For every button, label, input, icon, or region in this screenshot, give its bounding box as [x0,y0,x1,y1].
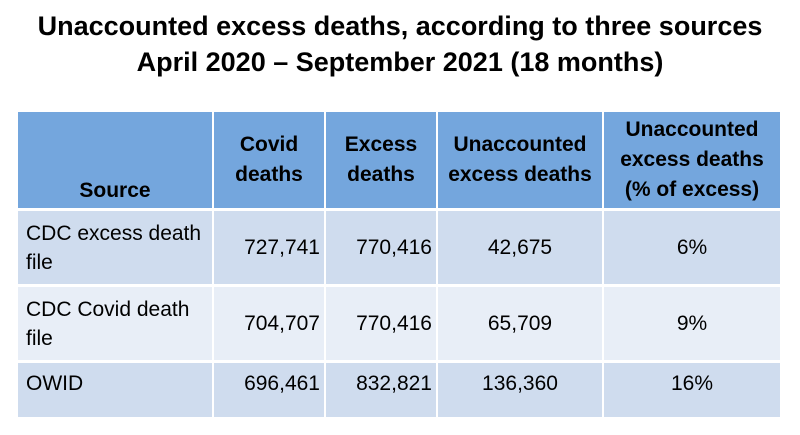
header-covid-deaths: Covid deaths [213,112,326,210]
cell-excess-deaths: 770,416 [325,285,438,362]
header-source: Source [18,112,214,210]
excess-deaths-table: Source Covid deaths Excess deaths Unacco… [18,112,780,417]
cell-unaccounted: 65,709 [437,285,604,362]
cell-excess-deaths: 770,416 [325,209,438,286]
table-row: CDC Covid death file 704,707 770,416 65,… [18,285,780,362]
cell-unaccounted: 42,675 [437,209,604,286]
cell-excess-deaths: 832,821 [325,361,438,417]
header-excess-deaths: Excess deaths [325,112,438,210]
cell-covid-deaths: 704,707 [213,285,326,362]
cell-unaccounted: 136,360 [437,361,604,417]
cell-unaccounted-pct: 16% [603,361,780,417]
cell-covid-deaths: 696,461 [213,361,326,417]
table-row: CDC excess death file 727,741 770,416 42… [18,209,780,286]
header-unaccounted: Unaccounted excess deaths [437,112,604,210]
title-block: Unaccounted excess deaths, according to … [0,8,800,80]
cell-source: OWID [18,361,214,417]
page-title: Unaccounted excess deaths, according to … [37,11,763,41]
cell-source: CDC excess death file [18,209,214,286]
header-row: Source Covid deaths Excess deaths Unacco… [18,112,780,210]
cell-source: CDC Covid death file [18,285,214,362]
cell-covid-deaths: 727,741 [213,209,326,286]
table-row: OWID 696,461 832,821 136,360 16% [18,361,780,417]
cell-unaccounted-pct: 9% [603,285,780,362]
header-unaccounted-pct: Unaccounted excess deaths (% of excess) [603,112,780,210]
cell-unaccounted-pct: 6% [603,209,780,286]
page-subtitle: April 2020 – September 2021 (18 months) [136,47,664,77]
